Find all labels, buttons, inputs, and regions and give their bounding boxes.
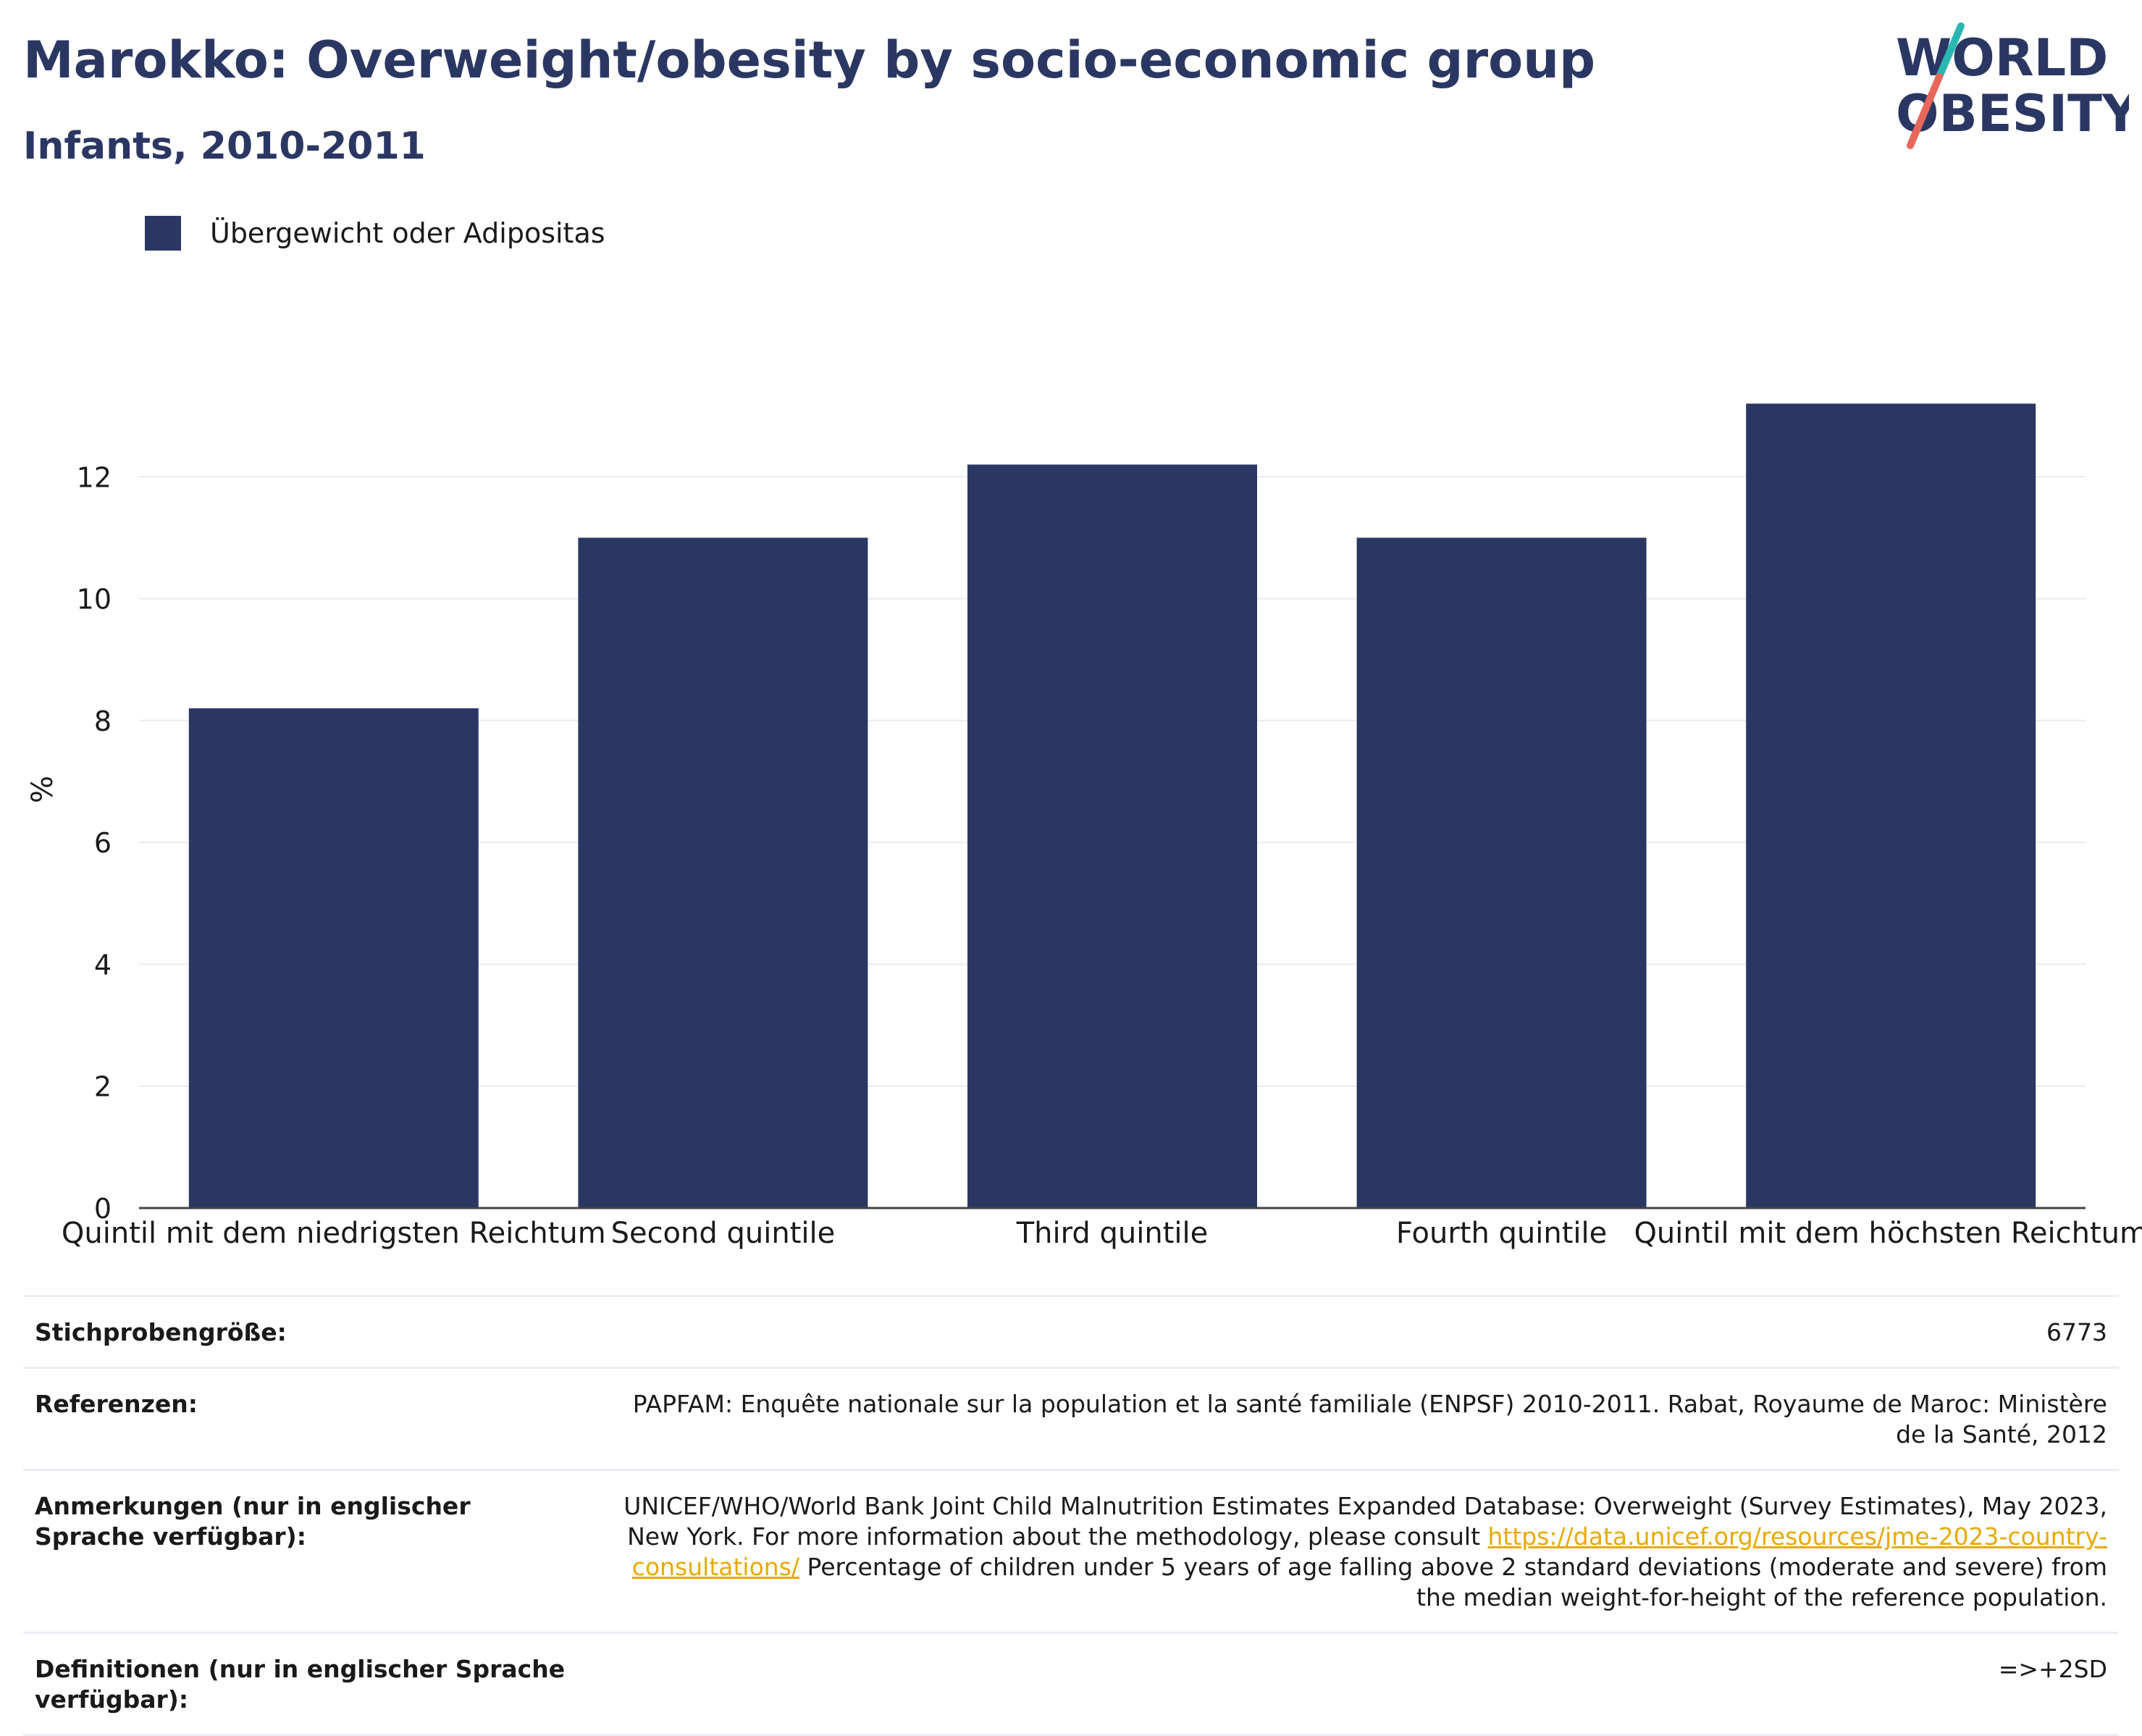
chart-subtitle: Infants, 2010-2011 [23, 125, 426, 168]
sample-size-label: Stichprobengröße: [35, 1318, 287, 1346]
y-tick-label: 0 [94, 1193, 112, 1225]
x-tick-label: Fourth quintile [1396, 1217, 1607, 1250]
chart-title: Marokko: Overweight/obesity by socio-eco… [23, 30, 1596, 90]
legend: Übergewicht oder Adipositas [145, 216, 605, 251]
logo-slash-teal [1936, 22, 1965, 80]
bar [1356, 537, 1647, 1208]
x-tick-label: Second quintile [611, 1217, 836, 1250]
logo-slash-coral [1907, 73, 1943, 149]
references-row: Referenzen: PAPFAM: Enquête nationale su… [23, 1367, 2119, 1469]
y-tick-label: 8 [94, 705, 112, 737]
y-tick-label: 4 [94, 949, 112, 981]
y-axis-label: % [26, 776, 59, 803]
logo-line-1: WORLD [1896, 28, 2108, 88]
references-value: PAPFAM: Enquête nationale sur la populat… [632, 1390, 2107, 1448]
y-tick-label: 10 [77, 584, 112, 616]
bar-chart: 0 2 4 6 8 10 12 Quintil mit dem niedrigsten Rei… [26, 403, 2142, 1250]
y-tick-label: 6 [94, 827, 112, 859]
bars [188, 403, 2036, 1209]
metadata-table: Stichprobengröße: 6773 Referenzen: PAPFA… [23, 1295, 2119, 1736]
definitions-label: Definitionen (nur in englischer Sprache … [35, 1655, 566, 1714]
notes-label: Anmerkungen (nur in englischer Sprache v… [35, 1492, 471, 1551]
bar [578, 537, 868, 1208]
bar [1746, 403, 2036, 1209]
notes-value: UNICEF/WHO/World Bank Joint Child Malnut… [601, 1491, 2107, 1613]
bar [188, 708, 479, 1208]
references-label: Referenzen: [35, 1390, 198, 1418]
notes-text-2: Percentage of children under 5 years of … [799, 1553, 2108, 1611]
bar [967, 464, 1257, 1208]
notes-row: Anmerkungen (nur in englischer Sprache v… [23, 1469, 2119, 1632]
world-obesity-logo: WORLD OBESITY [1896, 22, 2129, 149]
y-tick-label: 12 [77, 461, 112, 493]
sample-size-value: 6773 [2046, 1318, 2107, 1346]
x-tick-label: Quintil mit dem niedrigsten Reichtum [62, 1217, 606, 1250]
x-tick-label: Third quintile [1016, 1217, 1208, 1250]
axes: 0 2 4 6 8 10 12 Quintil mit dem niedrigsten Rei… [62, 461, 2142, 1250]
legend-swatch [145, 216, 181, 251]
sample-size-row: Stichprobengröße: 6773 [23, 1295, 2119, 1367]
definitions-value: =>+2SD [1998, 1655, 2107, 1683]
x-tick-label: Quintil mit dem höchsten Reichtum [1634, 1217, 2142, 1250]
y-tick-label: 2 [94, 1071, 112, 1103]
methodology-link[interactable]: https://data.unicef.org/resources/jme-20… [631, 1522, 2107, 1581]
notes-text-1: UNICEF/WHO/World Bank Joint Child Malnut… [623, 1492, 2107, 1551]
legend-label: Übergewicht oder Adipositas [210, 217, 605, 249]
definitions-row: Definitionen (nur in englischer Sprache … [23, 1632, 2119, 1736]
